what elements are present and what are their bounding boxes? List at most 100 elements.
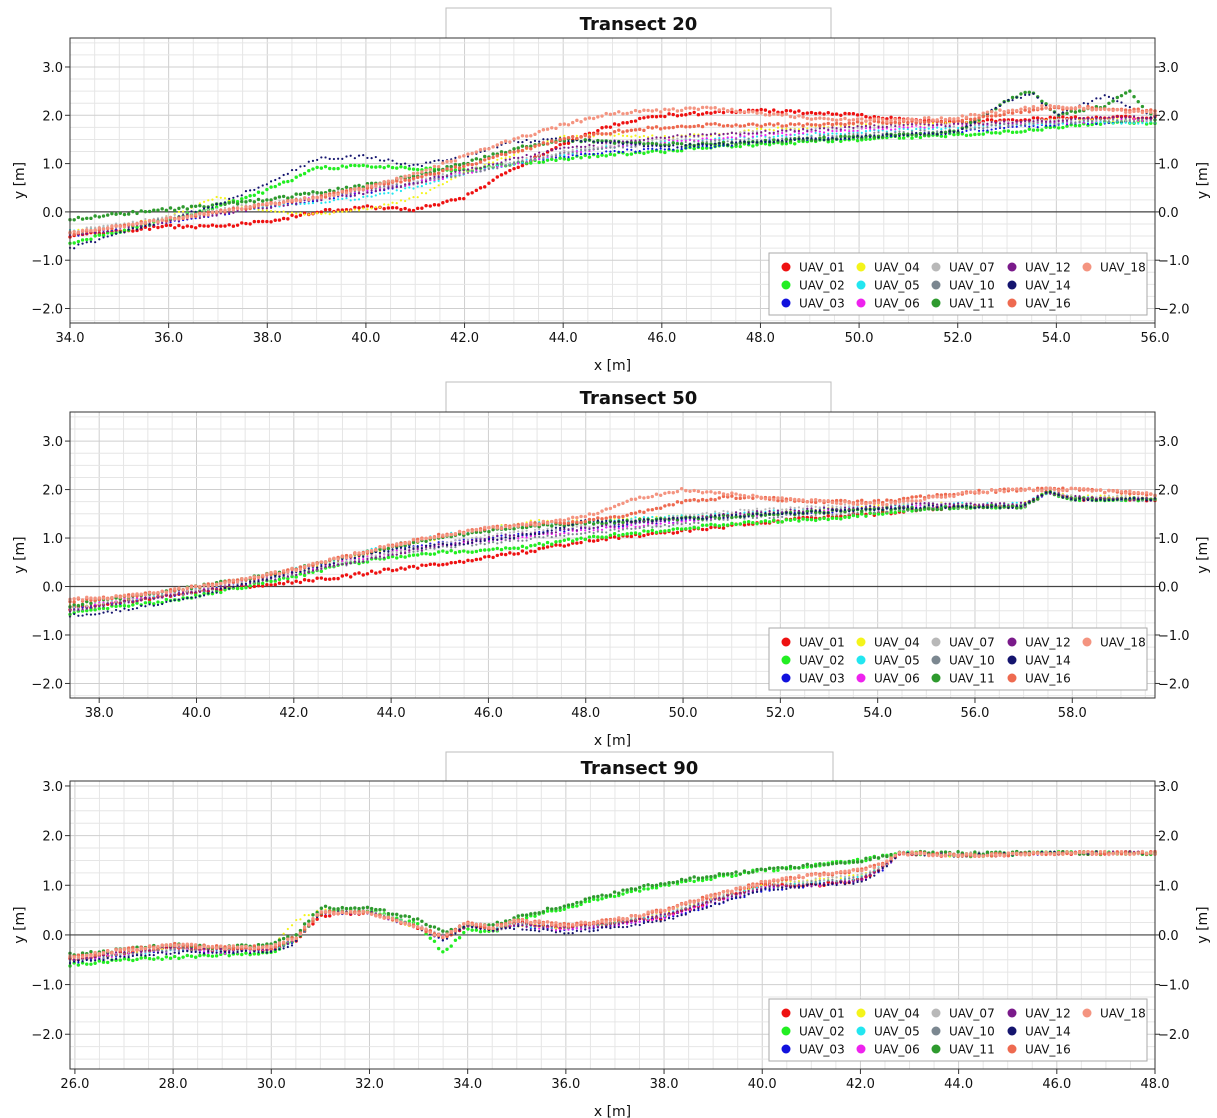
data-point — [1031, 105, 1036, 109]
data-point — [785, 133, 788, 136]
data-point — [429, 188, 432, 191]
data-point — [1006, 109, 1011, 113]
data-point — [365, 572, 370, 576]
data-point — [1069, 116, 1073, 120]
data-point — [755, 127, 759, 130]
data-point — [726, 132, 729, 135]
data-point — [475, 167, 478, 170]
data-point — [261, 207, 264, 210]
data-point — [709, 146, 713, 149]
data-point — [860, 125, 863, 128]
data-point — [1044, 102, 1048, 106]
data-point — [520, 544, 525, 549]
data-point — [688, 133, 692, 136]
data-point — [550, 156, 553, 159]
data-point — [491, 555, 495, 560]
data-point — [813, 116, 818, 121]
data-point — [362, 207, 365, 210]
data-point — [898, 127, 901, 130]
data-point — [726, 123, 730, 128]
data-point — [688, 145, 692, 148]
data-point — [395, 568, 399, 572]
data-point — [734, 138, 738, 141]
data-point — [1149, 119, 1152, 122]
data-point — [944, 132, 947, 136]
data-point — [496, 158, 499, 161]
data-point — [592, 144, 595, 147]
data-point — [608, 132, 613, 136]
data-point — [558, 543, 562, 547]
data-point — [801, 115, 805, 119]
data-point — [500, 163, 503, 166]
data-point — [646, 529, 650, 534]
data-point — [433, 175, 436, 178]
data-point — [910, 136, 914, 140]
data-point — [168, 223, 173, 227]
data-point — [278, 199, 281, 202]
data-point — [240, 197, 244, 201]
data-point — [960, 114, 964, 118]
data-point — [210, 210, 215, 215]
data-point — [525, 536, 528, 539]
data-point — [211, 206, 214, 209]
data-point — [625, 111, 629, 116]
data-point — [160, 224, 164, 229]
data-point — [533, 157, 537, 160]
data-point — [72, 241, 76, 245]
data-point — [634, 139, 637, 142]
data-point — [856, 131, 859, 134]
data-point — [429, 177, 432, 180]
data-point — [407, 167, 412, 171]
data-point — [843, 125, 847, 129]
data-point — [328, 577, 332, 581]
data-point — [767, 520, 772, 524]
data-point — [860, 131, 863, 134]
data-point — [663, 107, 667, 112]
data-point — [957, 129, 960, 133]
data-point — [156, 218, 160, 221]
data-point — [680, 135, 683, 138]
data-point — [998, 125, 1002, 128]
data-point — [202, 224, 206, 228]
data-point — [680, 520, 683, 523]
data-point — [1090, 108, 1094, 112]
data-point — [424, 203, 428, 208]
data-point — [781, 131, 784, 135]
data-point — [441, 177, 444, 181]
data-point — [647, 137, 650, 140]
data-point — [592, 146, 595, 149]
data-point — [839, 124, 842, 128]
data-point — [697, 145, 700, 149]
data-point — [877, 504, 880, 507]
data-point — [403, 206, 407, 211]
data-point — [709, 106, 713, 110]
data-point — [755, 132, 759, 135]
data-point — [1057, 122, 1060, 125]
data-point — [495, 175, 499, 179]
data-point — [654, 115, 659, 119]
data-point — [642, 134, 646, 138]
data-point — [843, 137, 847, 140]
data-point — [839, 122, 843, 126]
data-point — [793, 128, 796, 131]
data-point — [1015, 130, 1019, 134]
data-point — [684, 139, 687, 142]
data-point — [738, 144, 742, 149]
data-point — [533, 132, 537, 137]
data-point — [483, 165, 486, 168]
data-point — [835, 129, 838, 133]
data-point — [994, 111, 998, 115]
data-point — [550, 149, 553, 152]
data-point — [466, 162, 470, 167]
data-point — [156, 225, 160, 230]
data-point — [424, 168, 428, 172]
data-point — [633, 141, 638, 145]
data-point — [521, 535, 524, 539]
data-point — [629, 534, 634, 539]
data-point — [927, 127, 930, 130]
data-point — [449, 164, 453, 169]
data-point — [575, 151, 578, 155]
data-point — [407, 554, 412, 558]
data-point — [1061, 119, 1064, 122]
